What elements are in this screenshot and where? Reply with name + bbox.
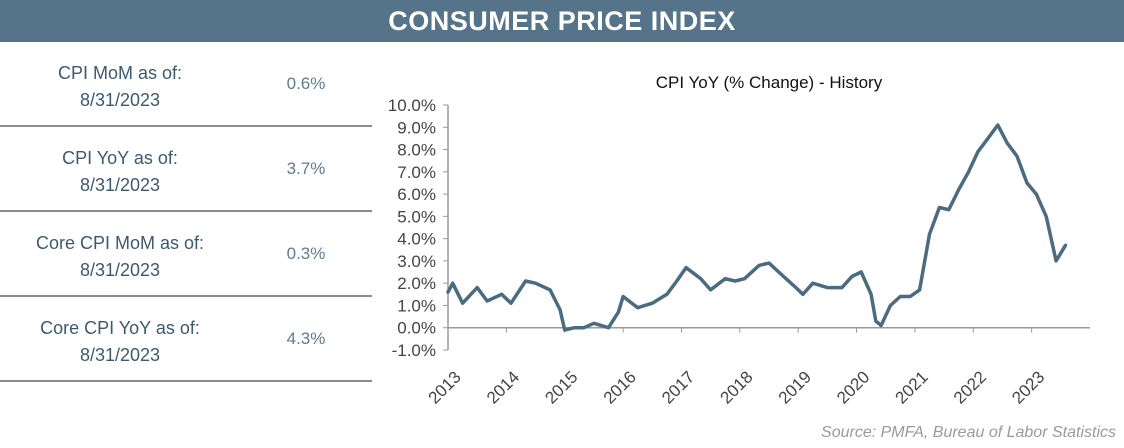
stat-label: CPI YoY as of: 8/31/2023 — [0, 145, 240, 199]
x-tick-label: 2016 — [600, 367, 640, 407]
stat-label-line2: 8/31/2023 — [79, 90, 161, 110]
y-tick-label: 6.0% — [397, 185, 436, 204]
stat-label-line2: 8/31/2023 — [79, 345, 161, 365]
x-tick-label: 2014 — [483, 367, 523, 407]
y-tick-label: 5.0% — [397, 207, 436, 226]
stat-label-line2: 8/31/2023 — [79, 260, 161, 280]
chart-title: CPI YoY (% Change) - History — [656, 73, 883, 92]
y-tick-label: 3.0% — [397, 252, 436, 271]
y-tick-label: 1.0% — [397, 296, 436, 315]
y-tick-label: -1.0% — [392, 341, 436, 360]
y-tick-label: 0.0% — [397, 319, 436, 338]
stat-label-line2: 8/31/2023 — [79, 175, 161, 195]
chart-svg: CPI YoY (% Change) - History -1.0% 0.0% 1.0… — [388, 73, 1090, 408]
stat-label: Core CPI YoY as of: 8/31/2023 — [0, 315, 240, 369]
y-tick-label: 10.0% — [388, 96, 436, 115]
source-note: Source: PMFA, Bureau of Labor Statistics — [821, 424, 1116, 441]
y-tick-label: 8.0% — [397, 141, 436, 160]
stat-value: 0.6% — [286, 74, 326, 93]
stat-label-line1: CPI MoM as of: — [57, 63, 183, 83]
y-tick-label: 7.0% — [397, 163, 436, 182]
stat-row-cpi-yoy: CPI YoY as of: 8/31/2023 3.7% — [0, 127, 372, 212]
page-title: CONSUMER PRICE INDEX — [388, 5, 736, 36]
x-tick-label: 2023 — [1008, 367, 1048, 407]
x-tick-label: 2017 — [658, 367, 698, 407]
stat-label-line1: Core CPI YoY as of: — [40, 318, 200, 338]
stat-label-line1: Core CPI MoM as of: — [35, 233, 205, 253]
cpi-yoy-chart: CPI YoY (% Change) - History -1.0% 0.0% 1.0… — [372, 60, 1124, 430]
stat-row-core-cpi-yoy: Core CPI YoY as of: 8/31/2023 4.3% — [0, 297, 372, 382]
x-tick-label: 2019 — [775, 367, 815, 407]
stat-label: CPI MoM as of: 8/31/2023 — [0, 60, 240, 114]
stats-panel: CPI MoM as of: 8/31/2023 0.6% CPI YoY as… — [0, 42, 372, 382]
stat-label: Core CPI MoM as of: 8/31/2023 — [0, 230, 240, 284]
y-tick-label: 4.0% — [397, 230, 436, 249]
x-tick-label: 2020 — [833, 367, 873, 407]
stat-value: 4.3% — [286, 329, 326, 348]
stat-label-line1: CPI YoY as of: — [62, 148, 178, 168]
stat-row-core-cpi-mom: Core CPI MoM as of: 8/31/2023 0.3% — [0, 212, 372, 297]
x-tick-label: 2015 — [541, 367, 581, 407]
x-tick-label: 2013 — [425, 367, 465, 407]
y-tick-label: 2.0% — [397, 274, 436, 293]
stat-value: 3.7% — [286, 159, 326, 178]
page-banner: CONSUMER PRICE INDEX — [0, 0, 1124, 42]
y-tick-label: 9.0% — [397, 118, 436, 137]
series-line — [446, 123, 1068, 332]
x-tick-label: 2018 — [716, 367, 756, 407]
x-tick-label: 2021 — [892, 367, 932, 407]
stat-value: 0.3% — [286, 244, 326, 263]
x-tick-label: 2022 — [950, 367, 990, 407]
stat-row-cpi-mom: CPI MoM as of: 8/31/2023 0.6% — [0, 42, 372, 127]
